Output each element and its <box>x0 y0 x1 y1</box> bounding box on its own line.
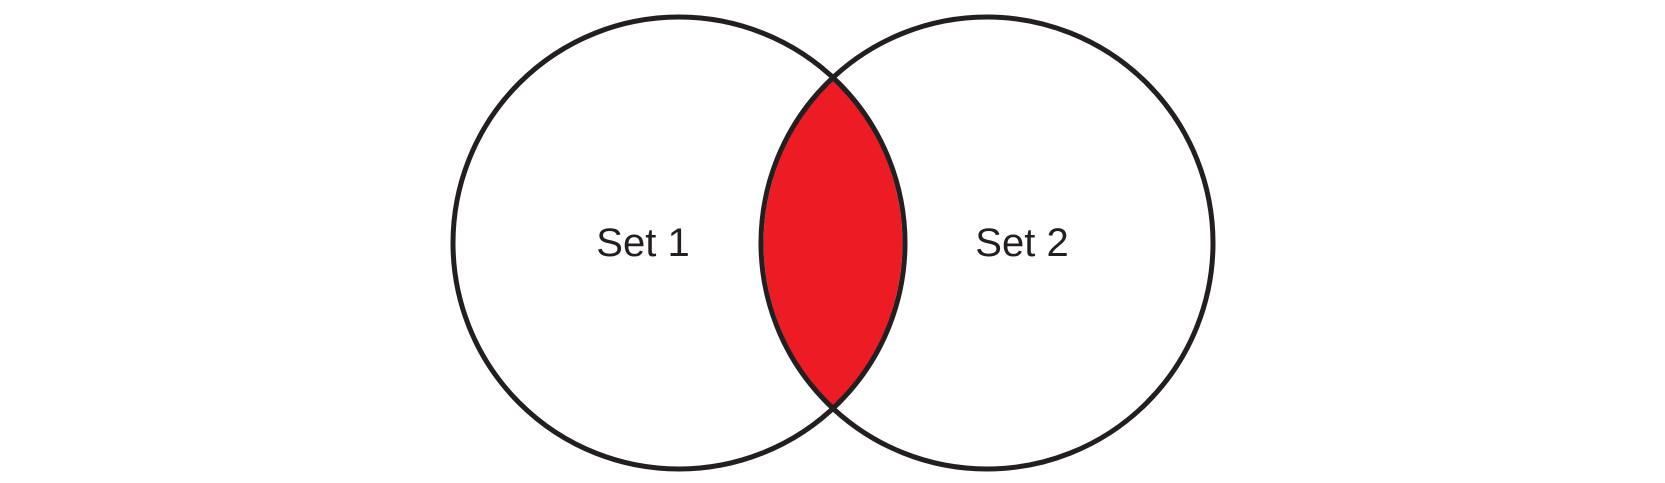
set-1-label: Set 1 <box>596 221 689 265</box>
set-2-circle <box>758 14 1216 472</box>
set-1-circle <box>450 14 908 472</box>
intersection-region <box>763 80 903 406</box>
set-2-label: Set 2 <box>975 221 1068 265</box>
